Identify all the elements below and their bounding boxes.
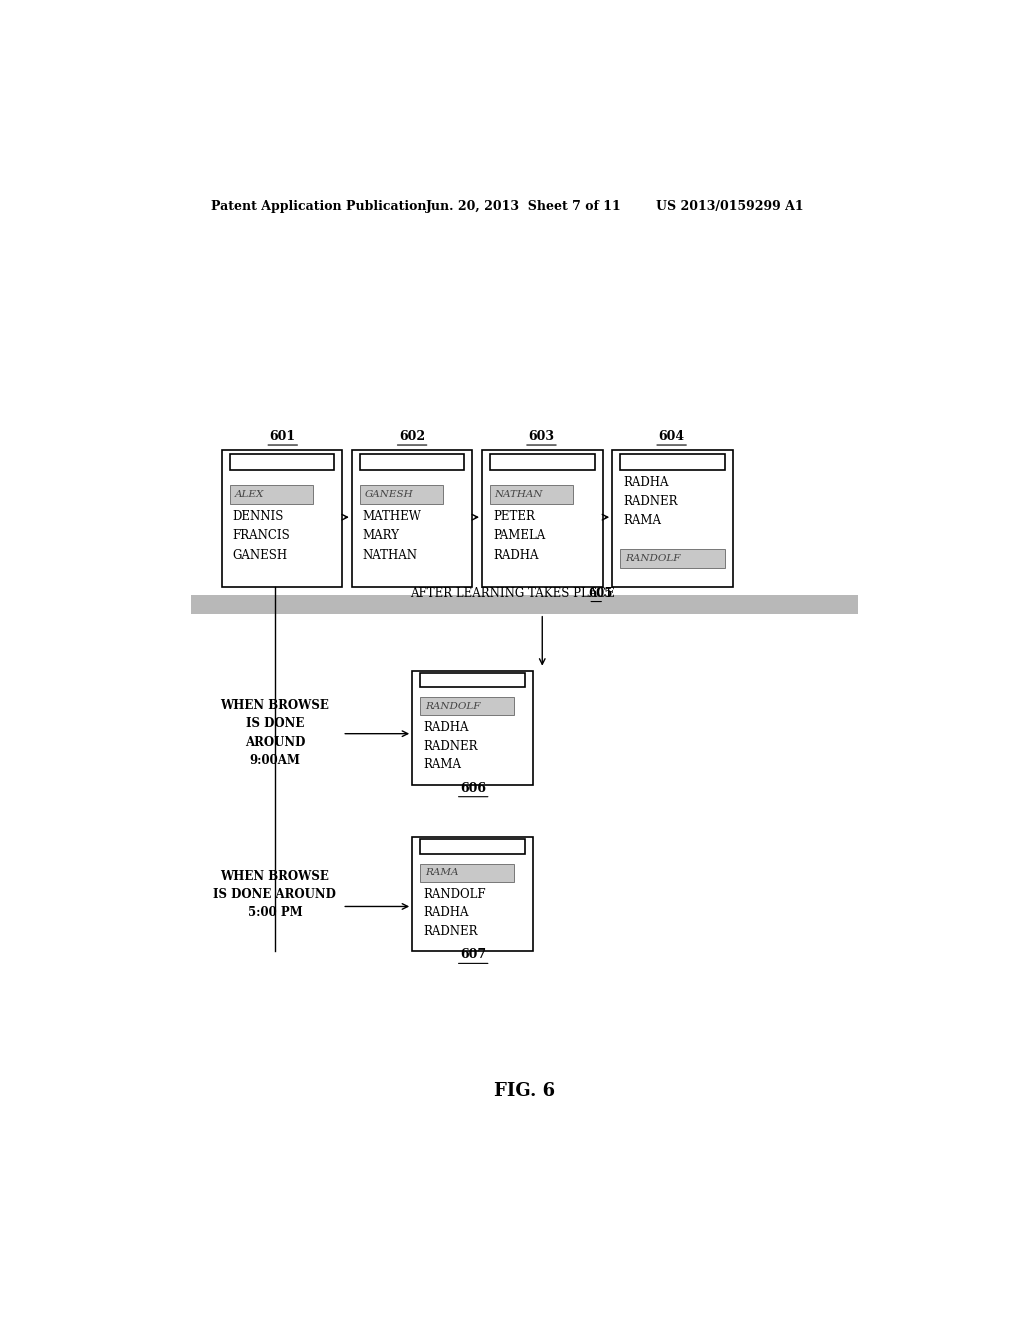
Bar: [229, 484, 313, 504]
Bar: [489, 484, 573, 504]
Text: 605: 605: [588, 586, 612, 599]
Text: MARY: MARY: [362, 529, 400, 543]
Bar: [420, 697, 514, 715]
Text: RADNER: RADNER: [423, 739, 478, 752]
Text: RANDOLF: RANDOLF: [625, 554, 680, 562]
Text: WHEN BROWSE: WHEN BROWSE: [220, 870, 330, 883]
Bar: [420, 840, 524, 854]
Bar: [420, 673, 524, 686]
Bar: [420, 863, 514, 882]
Bar: [620, 549, 725, 568]
Text: 604: 604: [658, 430, 685, 444]
Text: DENNIS: DENNIS: [232, 510, 284, 523]
Text: RADNER: RADNER: [624, 495, 678, 508]
Text: FIG. 6: FIG. 6: [495, 1082, 555, 1101]
Text: PAMELA: PAMELA: [494, 529, 546, 543]
Text: MATHEW: MATHEW: [362, 510, 422, 523]
Text: IS DONE: IS DONE: [246, 718, 304, 730]
Text: RADNER: RADNER: [423, 925, 478, 937]
Bar: [221, 450, 342, 587]
Text: RAMA: RAMA: [624, 515, 662, 527]
Text: RANDOLF: RANDOLF: [423, 888, 485, 902]
Text: GANESH: GANESH: [232, 549, 288, 562]
Text: FRANCIS: FRANCIS: [232, 529, 291, 543]
Text: 9:00AM: 9:00AM: [250, 754, 300, 767]
Bar: [482, 450, 602, 587]
Bar: [191, 595, 858, 614]
Bar: [412, 671, 532, 784]
Text: PETER: PETER: [494, 510, 535, 523]
Text: 602: 602: [399, 430, 425, 444]
Text: Jun. 20, 2013  Sheet 7 of 11: Jun. 20, 2013 Sheet 7 of 11: [426, 199, 622, 213]
Bar: [412, 837, 532, 952]
Text: RADHA: RADHA: [624, 475, 669, 488]
Text: US 2013/0159299 A1: US 2013/0159299 A1: [655, 199, 804, 213]
Text: NATHAN: NATHAN: [495, 490, 543, 499]
Bar: [352, 450, 472, 587]
Text: 607: 607: [460, 948, 486, 961]
Text: 606: 606: [460, 781, 486, 795]
Bar: [489, 454, 595, 470]
Text: AROUND: AROUND: [245, 735, 305, 748]
Bar: [359, 484, 443, 504]
Bar: [229, 454, 334, 470]
Text: RANDOLF: RANDOLF: [425, 702, 480, 710]
Text: RAMA: RAMA: [425, 869, 459, 878]
Text: RAMA: RAMA: [423, 758, 461, 771]
Bar: [620, 454, 725, 470]
Text: GANESH: GANESH: [365, 490, 413, 499]
Text: 603: 603: [528, 430, 554, 444]
Bar: [612, 450, 733, 587]
Text: AFTER LEARNING TAKES PLACE: AFTER LEARNING TAKES PLACE: [410, 586, 614, 599]
Text: RADHA: RADHA: [423, 722, 469, 734]
Bar: [359, 454, 465, 470]
Text: IS DONE AROUND: IS DONE AROUND: [213, 888, 336, 902]
Text: ALEX: ALEX: [234, 490, 264, 499]
Text: 601: 601: [269, 430, 296, 444]
Text: 5:00 PM: 5:00 PM: [248, 907, 302, 920]
Text: RADHA: RADHA: [494, 549, 539, 562]
Text: RADHA: RADHA: [423, 907, 469, 920]
Text: Patent Application Publication: Patent Application Publication: [211, 199, 427, 213]
Text: NATHAN: NATHAN: [362, 549, 418, 562]
Text: WHEN BROWSE: WHEN BROWSE: [220, 700, 330, 711]
